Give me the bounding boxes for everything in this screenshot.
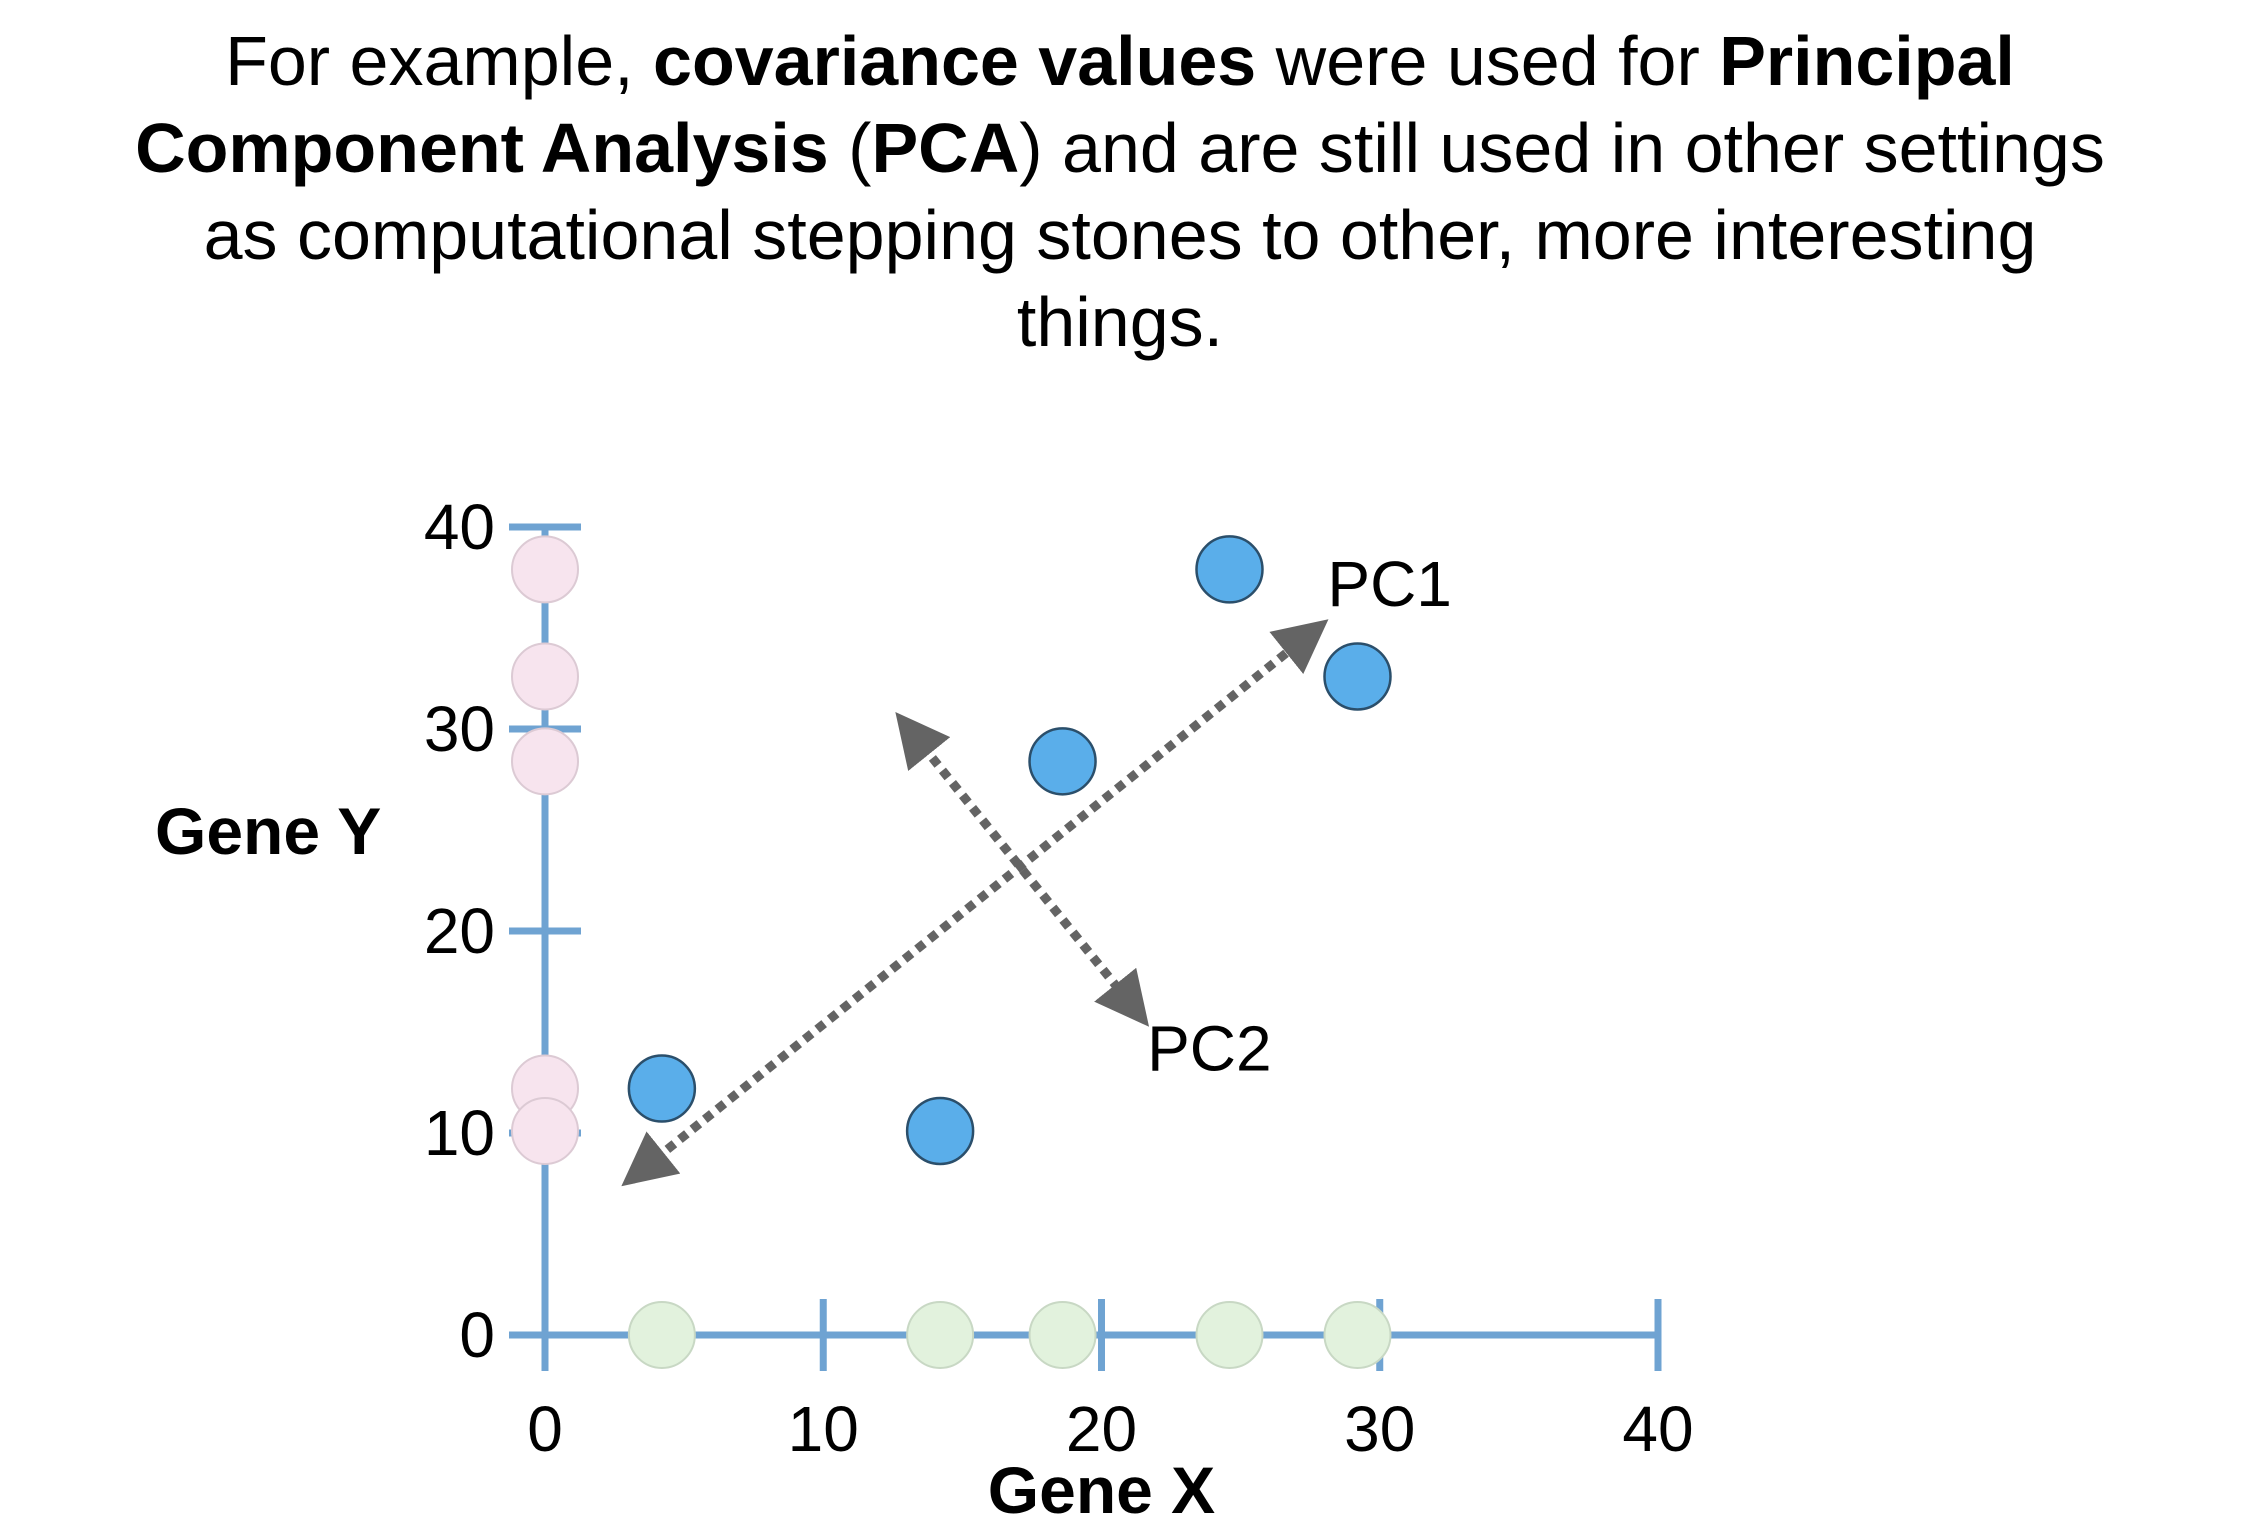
x-tick-label: 0 [527, 1393, 563, 1465]
x-projection-point [627, 1301, 696, 1369]
pc1-label: PC1 [1327, 548, 1452, 620]
caption-text-2: were used for [1256, 22, 1720, 100]
caption-text-4: ) and are still used in other settings a… [203, 109, 2105, 361]
x-projection-point [906, 1301, 975, 1369]
caption: For example, covariance values were used… [120, 18, 2120, 366]
x-axis-title: Gene X [988, 1453, 1215, 1523]
x-projection-point [1028, 1301, 1097, 1369]
y-tick-label: 0 [459, 1299, 495, 1371]
x-projection-point [1195, 1301, 1264, 1369]
pc2-arrow [895, 712, 1150, 1027]
y-projection-point [511, 642, 579, 711]
data-point [1323, 642, 1392, 711]
data-points [627, 535, 1392, 1166]
pc1-arrow [621, 619, 1329, 1187]
y-tick-label: 20 [424, 895, 495, 967]
caption-bold-pca-full: Principal Component Analysis [135, 22, 2015, 187]
caption-bold-covariance: covariance values [653, 22, 1257, 100]
y-projection-point [511, 535, 579, 604]
y-projection-point [511, 1096, 579, 1165]
y-tick-label: 40 [424, 491, 495, 563]
x-tick-label: 20 [1066, 1393, 1137, 1465]
principal-component-arrows [621, 619, 1329, 1187]
y-tick-label: 10 [424, 1097, 495, 1169]
data-point [1195, 535, 1264, 604]
pc2-label: PC2 [1147, 1013, 1272, 1085]
chart-labels: 0 10 20 30 40 0 10 20 30 40 Gene X Gene Y PC1 PC2 [155, 491, 1694, 1523]
x-tick-label: 10 [788, 1393, 859, 1465]
caption-bold-pca: PCA [871, 109, 1020, 187]
x-projection-point [1323, 1301, 1392, 1369]
y-tick-label: 30 [424, 693, 495, 765]
y-axis-title: Gene Y [155, 794, 381, 868]
projections [511, 535, 1392, 1369]
data-point [1028, 727, 1097, 796]
y-projection-point [511, 727, 579, 796]
caption-text-3: ( [828, 109, 872, 187]
caption-text-1: For example, [225, 22, 654, 100]
x-tick-label: 40 [1622, 1393, 1693, 1465]
data-point [627, 1054, 697, 1123]
x-tick-label: 30 [1344, 1393, 1415, 1465]
data-point [905, 1096, 975, 1166]
